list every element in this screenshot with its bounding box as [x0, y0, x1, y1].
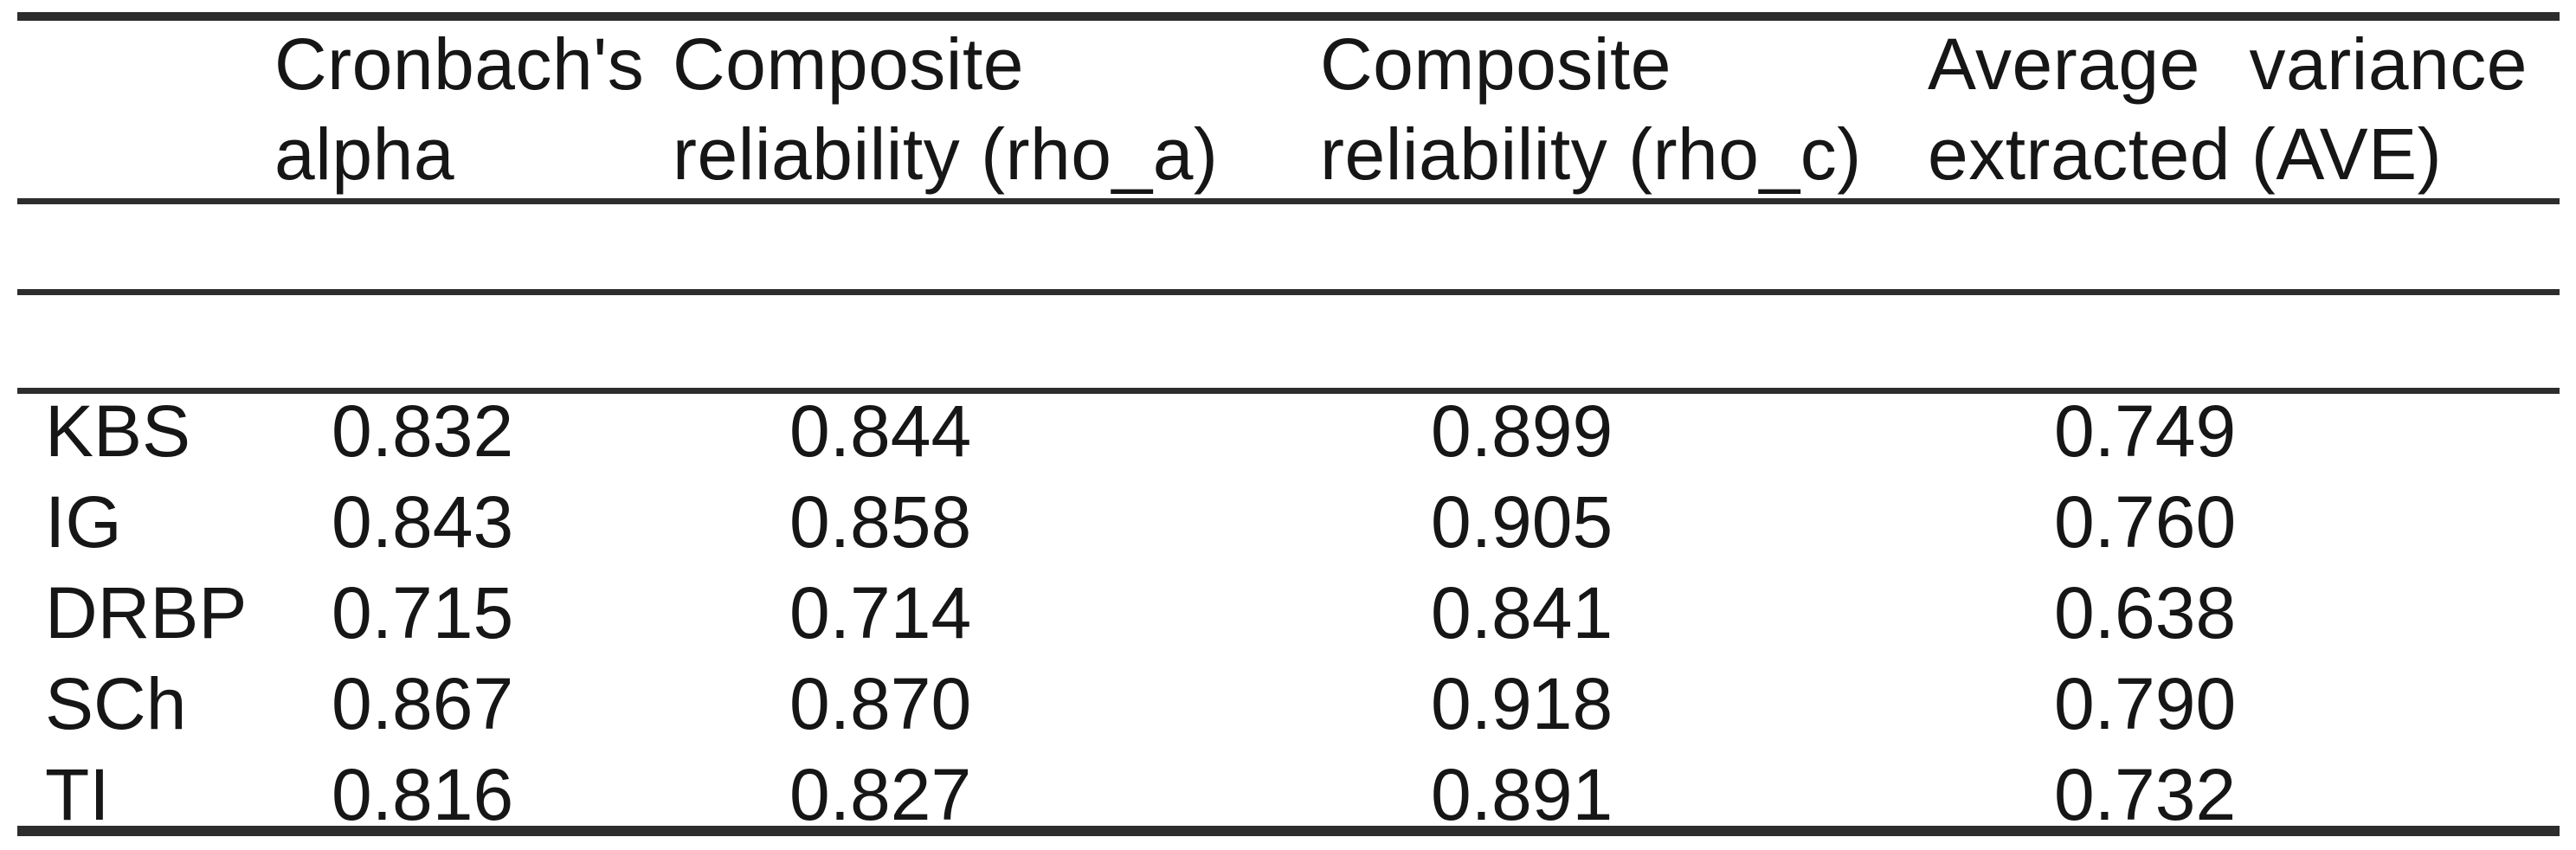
construct-label: IG: [45, 481, 122, 563]
rho-a-value: 0.714: [789, 572, 972, 654]
header-ave-line2: extracted (AVE): [1928, 113, 2443, 195]
rho-c-value: 0.899: [1431, 390, 1613, 472]
rho-a-value: 0.870: [789, 663, 972, 744]
rho-a-value: 0.858: [789, 481, 972, 563]
empty-row: [17, 295, 2560, 388]
rho-c-value: 0.918: [1431, 663, 1613, 744]
header-composite-reliability-rho-c: Composite reliability (rho_c): [1320, 19, 1862, 199]
cronbach-value: 0.832: [332, 390, 514, 472]
ave-value: 0.749: [2054, 390, 2237, 472]
header-ave-line1: Average variance: [1928, 19, 2528, 109]
ave-value: 0.638: [2054, 572, 2237, 654]
rho-c-value: 0.891: [1431, 754, 1613, 835]
rho-a-value: 0.844: [789, 390, 972, 472]
table-row: IG 0.843 0.858 0.905 0.760: [0, 477, 2576, 568]
table-row: KBS 0.832 0.844 0.899 0.749: [0, 386, 2576, 477]
cronbach-value: 0.867: [332, 663, 514, 744]
header-cronbach-line1: Cronbach's: [274, 23, 645, 105]
construct-label: DRBP: [45, 572, 248, 654]
construct-label: KBS: [45, 390, 191, 472]
cronbach-value: 0.816: [332, 754, 514, 835]
table-row: SCh 0.867 0.870 0.918 0.790: [0, 659, 2576, 750]
header-rho-c-line2: reliability (rho_c): [1320, 113, 1862, 195]
rho-a-value: 0.827: [789, 754, 972, 835]
table-row: DRBP 0.715 0.714 0.841 0.638: [0, 568, 2576, 659]
cronbach-value: 0.715: [332, 572, 514, 654]
header-rho-a-line2: reliability (rho_a): [673, 113, 1219, 195]
header-rho-c-line1: Composite: [1320, 23, 1672, 105]
header-ave-word-average: Average: [1928, 23, 2200, 105]
construct-label: SCh: [45, 663, 187, 744]
table-row: TI 0.816 0.827 0.891 0.732: [0, 750, 2576, 840]
ave-value: 0.760: [2054, 481, 2237, 563]
mid-rule-1: [17, 289, 2560, 295]
header-bottom-rule: [17, 198, 2560, 204]
empty-row: [17, 204, 2560, 289]
header-cronbach-line2: alpha: [274, 113, 455, 195]
header-cronbach-alpha: Cronbach's alpha: [274, 19, 644, 199]
rho-c-value: 0.841: [1431, 572, 1613, 654]
header-ave-word-variance: variance: [2249, 23, 2528, 105]
mid-rule-2: [17, 388, 2560, 394]
construct-label: TI: [45, 754, 110, 835]
ave-value: 0.732: [2054, 754, 2237, 835]
header-rho-a-line1: Composite: [673, 23, 1025, 105]
header-average-variance-extracted: Average variance extracted (AVE): [1928, 19, 2528, 199]
ave-value: 0.790: [2054, 663, 2237, 744]
table-bottom-border: [17, 826, 2560, 836]
cronbach-value: 0.843: [332, 481, 514, 563]
header-composite-reliability-rho-a: Composite reliability (rho_a): [673, 19, 1218, 199]
rho-c-value: 0.905: [1431, 481, 1613, 563]
table-top-border: [17, 12, 2560, 21]
